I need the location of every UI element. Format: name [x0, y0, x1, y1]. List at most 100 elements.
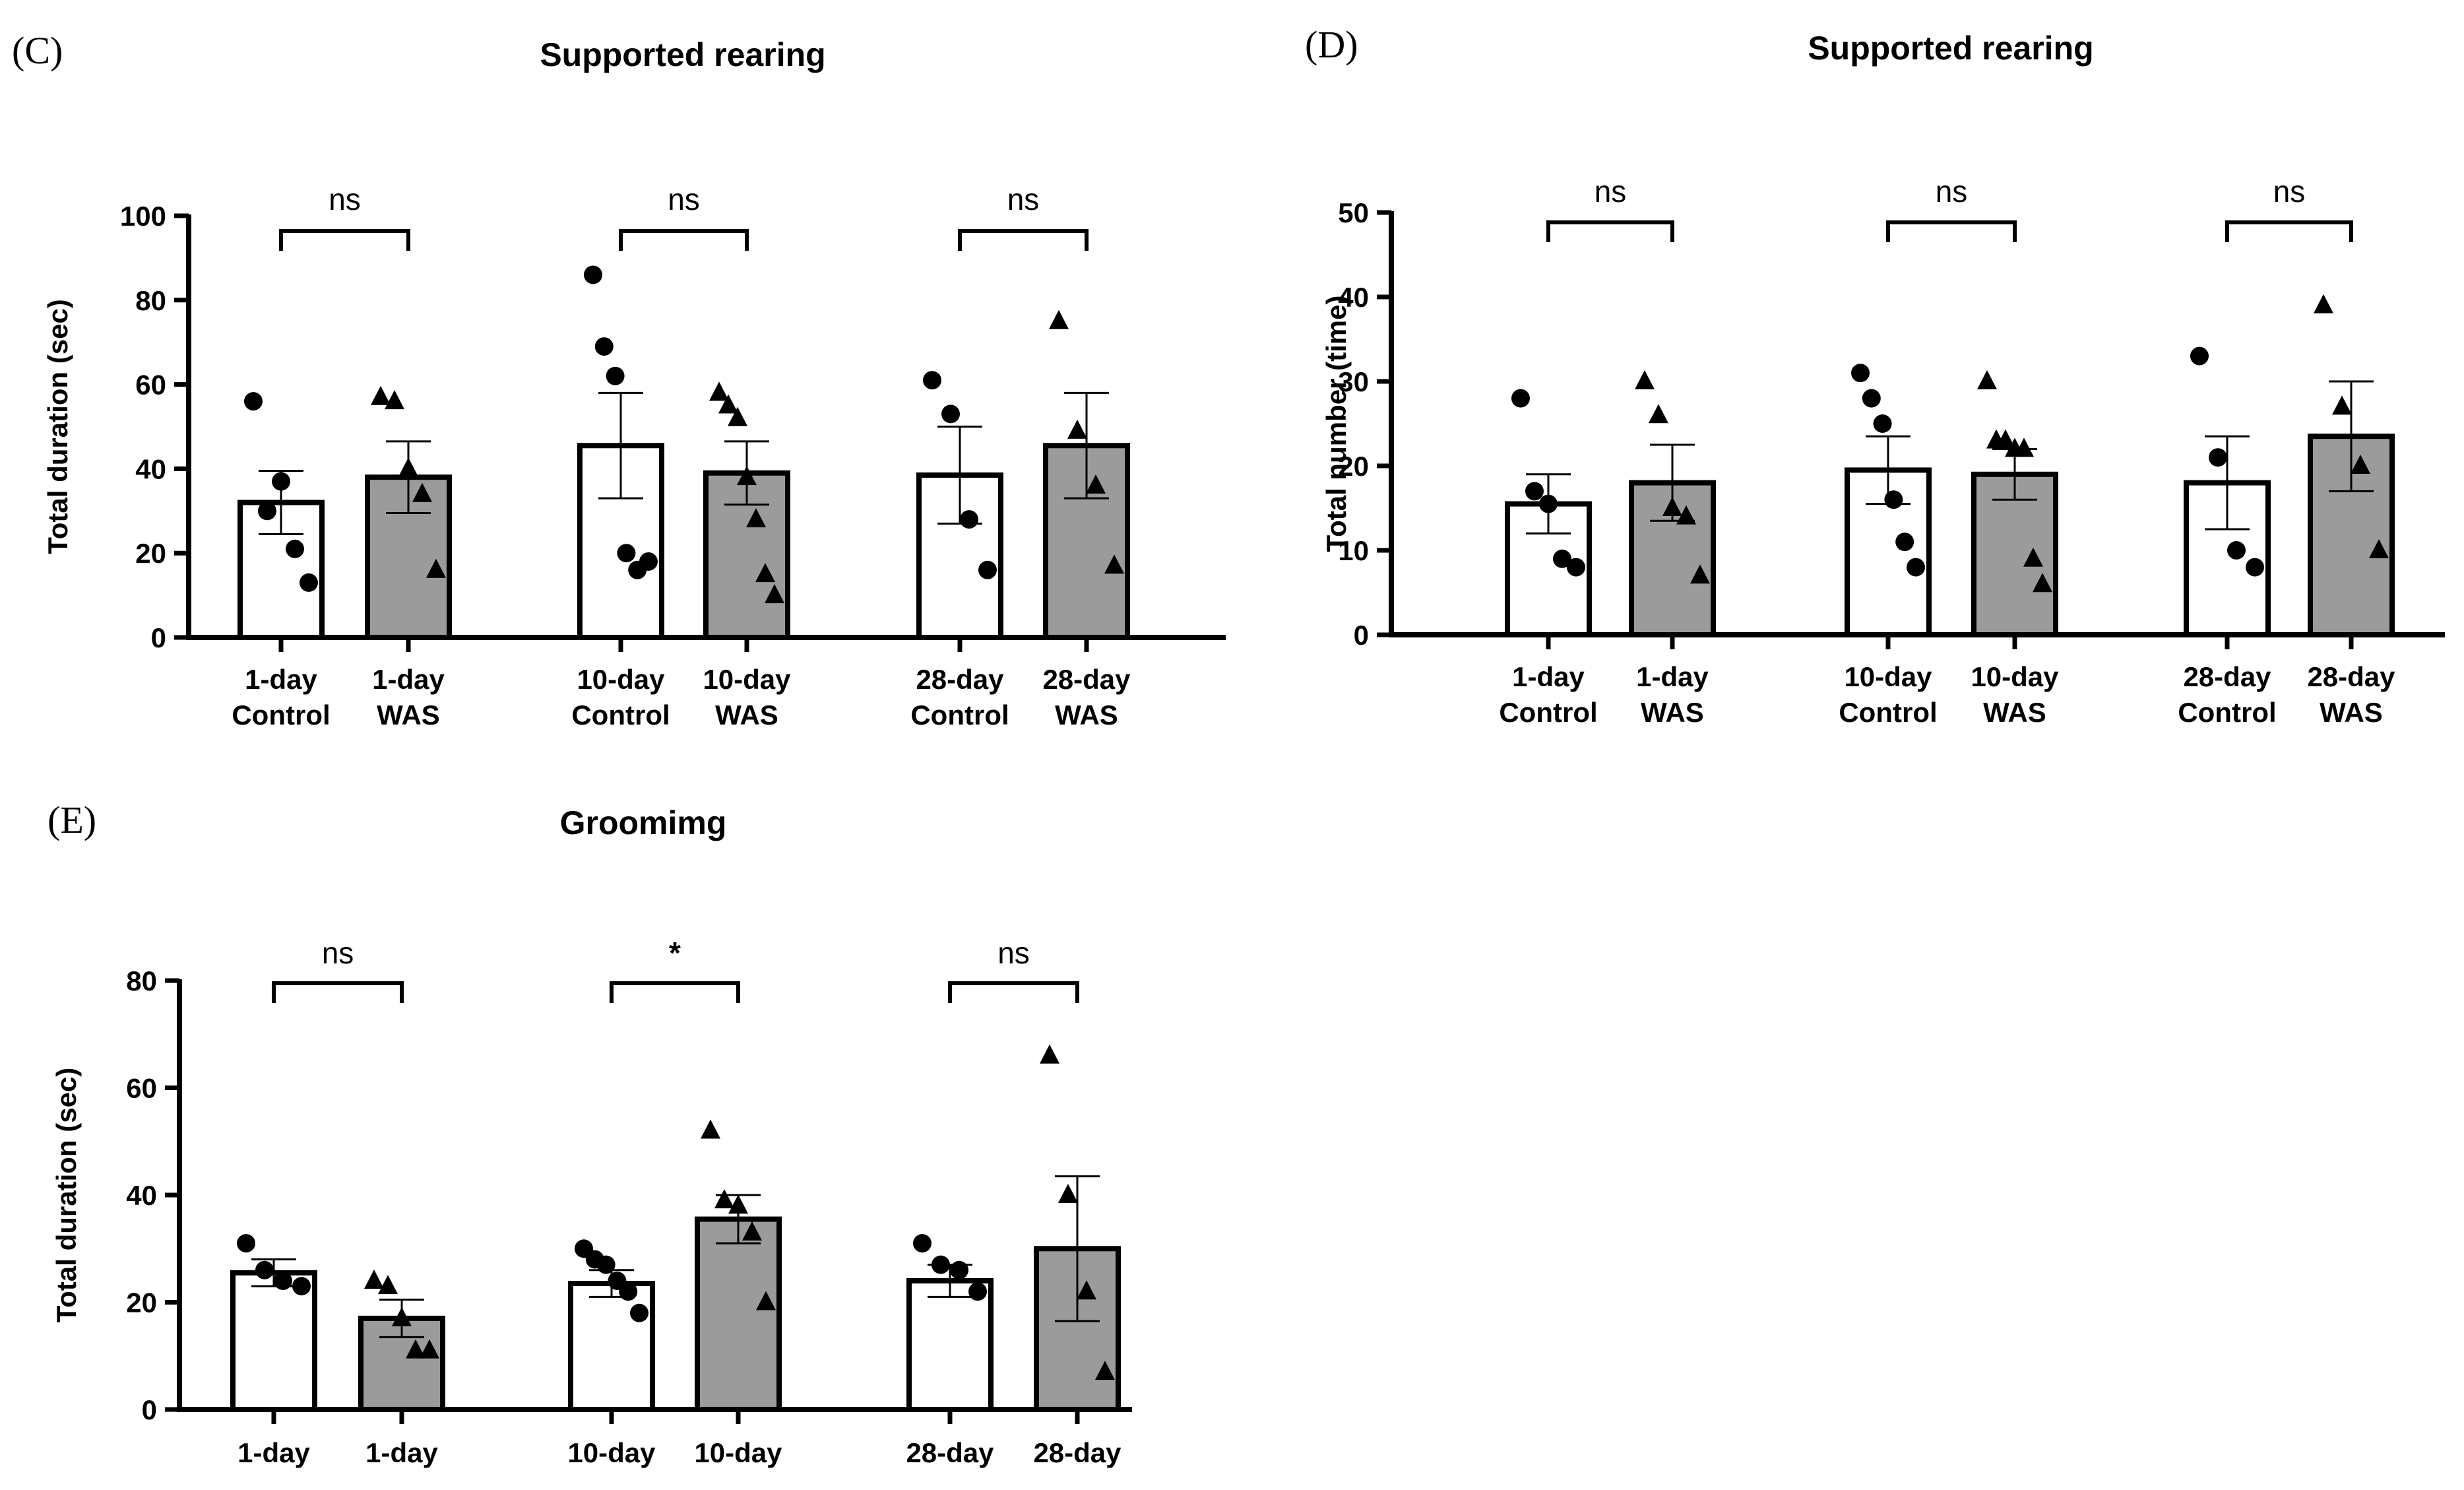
data-point — [606, 366, 625, 385]
data-point — [639, 552, 658, 571]
data-point — [1676, 505, 1696, 525]
significance-label: ns — [329, 182, 361, 216]
data-point — [765, 584, 784, 604]
y-tick-label: 80 — [126, 965, 157, 996]
data-point — [2023, 547, 2043, 567]
data-point — [594, 337, 614, 356]
x-tick-label: WAS — [1641, 697, 1704, 728]
x-tick-label: 1-day — [237, 1437, 310, 1468]
chart-title: Supported rearing — [540, 36, 825, 73]
data-point — [364, 1270, 384, 1289]
error-bar — [386, 440, 431, 514]
data-point — [1851, 364, 1870, 383]
data-point — [701, 1119, 720, 1139]
y-tick-label: 0 — [151, 622, 166, 653]
data-point — [1862, 389, 1881, 408]
x-tick-label: 28-day — [2183, 661, 2271, 692]
data-point — [742, 1221, 762, 1241]
data-point — [2351, 455, 2370, 474]
error-bar — [1064, 391, 1109, 500]
significance-bracket — [272, 981, 404, 1003]
data-point — [2314, 294, 2333, 313]
data-point — [385, 390, 404, 410]
x-tick-label: 10-day — [1971, 661, 2059, 692]
y-axis-label: Total duration (sec) — [42, 299, 73, 554]
significance-bracket — [2225, 220, 2353, 242]
x-tick-label: 28-day — [906, 1437, 994, 1468]
bar — [695, 1216, 782, 1412]
significance-label: ns — [668, 182, 700, 216]
error-bar — [598, 391, 643, 500]
data-point — [1049, 309, 1069, 329]
significance-bracket — [279, 229, 410, 251]
data-point — [2014, 437, 2034, 457]
data-point — [255, 1260, 274, 1279]
data-point — [272, 472, 290, 491]
data-point — [1996, 429, 2015, 449]
data-point — [300, 573, 318, 592]
significance-bracket — [610, 981, 740, 1003]
x-tick-label: 10-day — [1844, 661, 1932, 692]
data-point — [1067, 419, 1087, 439]
y-tick-label: 40 — [135, 453, 166, 484]
data-point — [950, 1260, 968, 1279]
y-tick-label: 20 — [135, 538, 166, 569]
y-tick-label: 40 — [1338, 282, 1369, 313]
data-point — [596, 1255, 616, 1274]
data-point — [258, 502, 276, 521]
data-point — [2190, 346, 2209, 366]
data-point — [1077, 1280, 1096, 1300]
data-point — [709, 381, 729, 401]
x-tick-label: WAS — [715, 699, 778, 730]
x-tick-label: 10-day — [577, 664, 665, 695]
x-tick-label: Control — [2178, 697, 2276, 728]
x-tick-label: WAS — [1055, 699, 1118, 730]
data-point — [426, 558, 446, 578]
data-point — [923, 371, 941, 390]
data-point — [714, 1189, 734, 1209]
y-tick-label: 10 — [1338, 535, 1369, 566]
data-point — [756, 1291, 776, 1311]
data-point — [1539, 494, 1558, 513]
data-point — [1895, 533, 1914, 552]
error-bar — [2205, 435, 2250, 531]
x-tick-label: WAS — [377, 699, 440, 730]
x-tick-label: Control — [1499, 697, 1597, 728]
data-point — [292, 1277, 311, 1296]
data-point — [378, 1275, 398, 1295]
x-tick-label: 10-day — [567, 1437, 656, 1468]
significance-label: ns — [2273, 174, 2306, 209]
data-point — [932, 1255, 950, 1274]
panel-e: (E) Groomimg Total duration (sec) 0 20 40 60 80… — [47, 798, 1132, 1468]
data-point — [2332, 395, 2352, 415]
data-point — [392, 1307, 412, 1326]
significance-label: ns — [1007, 182, 1040, 216]
significance-bracket — [948, 981, 1079, 1003]
data-point — [737, 466, 757, 486]
panel-c: (C) Supported rearing Total duration (sec)… — [12, 29, 1226, 730]
y-tick-label: 50 — [1338, 197, 1369, 228]
data-point — [619, 1282, 638, 1301]
significance-label: * — [669, 936, 681, 970]
significance-bracket — [619, 229, 749, 251]
x-tick-label: Control — [571, 699, 670, 730]
x-tick-label: Control — [910, 699, 1009, 730]
data-point — [718, 394, 738, 414]
data-point — [1086, 474, 1106, 494]
data-point — [728, 406, 747, 426]
data-point — [1635, 370, 1655, 389]
x-tick-label: 1-day — [245, 664, 317, 695]
panel-label: (C) — [12, 29, 63, 72]
significance-label: ns — [322, 936, 354, 970]
data-point — [2369, 539, 2389, 558]
x-tick-label: 10-day — [694, 1437, 782, 1468]
y-tick-label: 40 — [126, 1180, 157, 1211]
data-point — [398, 457, 418, 477]
data-point — [1058, 1184, 1078, 1203]
data-point — [755, 563, 775, 583]
x-tick-label: 1-day — [1636, 661, 1709, 692]
data-point — [371, 385, 391, 405]
bar — [568, 1281, 655, 1412]
x-tick-label: 28-day — [916, 664, 1004, 695]
data-point — [1511, 389, 1530, 408]
